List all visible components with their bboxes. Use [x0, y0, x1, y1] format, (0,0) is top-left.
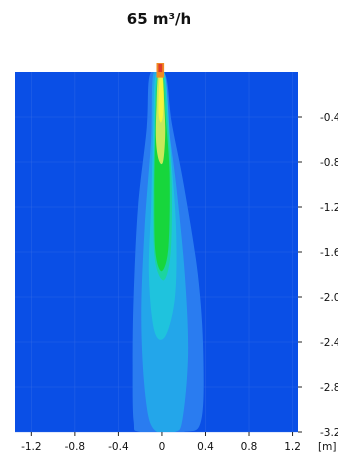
x-tick-label: -1.2	[21, 441, 42, 453]
y-tick-label: -3.2	[320, 427, 338, 439]
y-tick-label: -2.4	[320, 337, 338, 349]
y-tick-label: -2.8	[320, 382, 338, 394]
x-tick-label: 0	[159, 441, 166, 453]
x-axis-label: [m]	[318, 441, 336, 453]
x-tick-label: 0.4	[197, 441, 214, 453]
x-tick-label: 1.2	[284, 441, 301, 453]
x-tick-label: 0.8	[241, 441, 258, 453]
y-tick-label: -2.0	[320, 292, 338, 304]
y-tick-label: -0.8	[320, 157, 338, 169]
x-tick-label: -0.4	[108, 441, 129, 453]
y-tick-label: -1.6	[320, 247, 338, 259]
y-tick-label: -1.2	[320, 202, 338, 214]
x-tick-label: -0.8	[65, 441, 86, 453]
source-core	[158, 64, 162, 72]
y-tick-label: -0.4	[320, 112, 338, 124]
